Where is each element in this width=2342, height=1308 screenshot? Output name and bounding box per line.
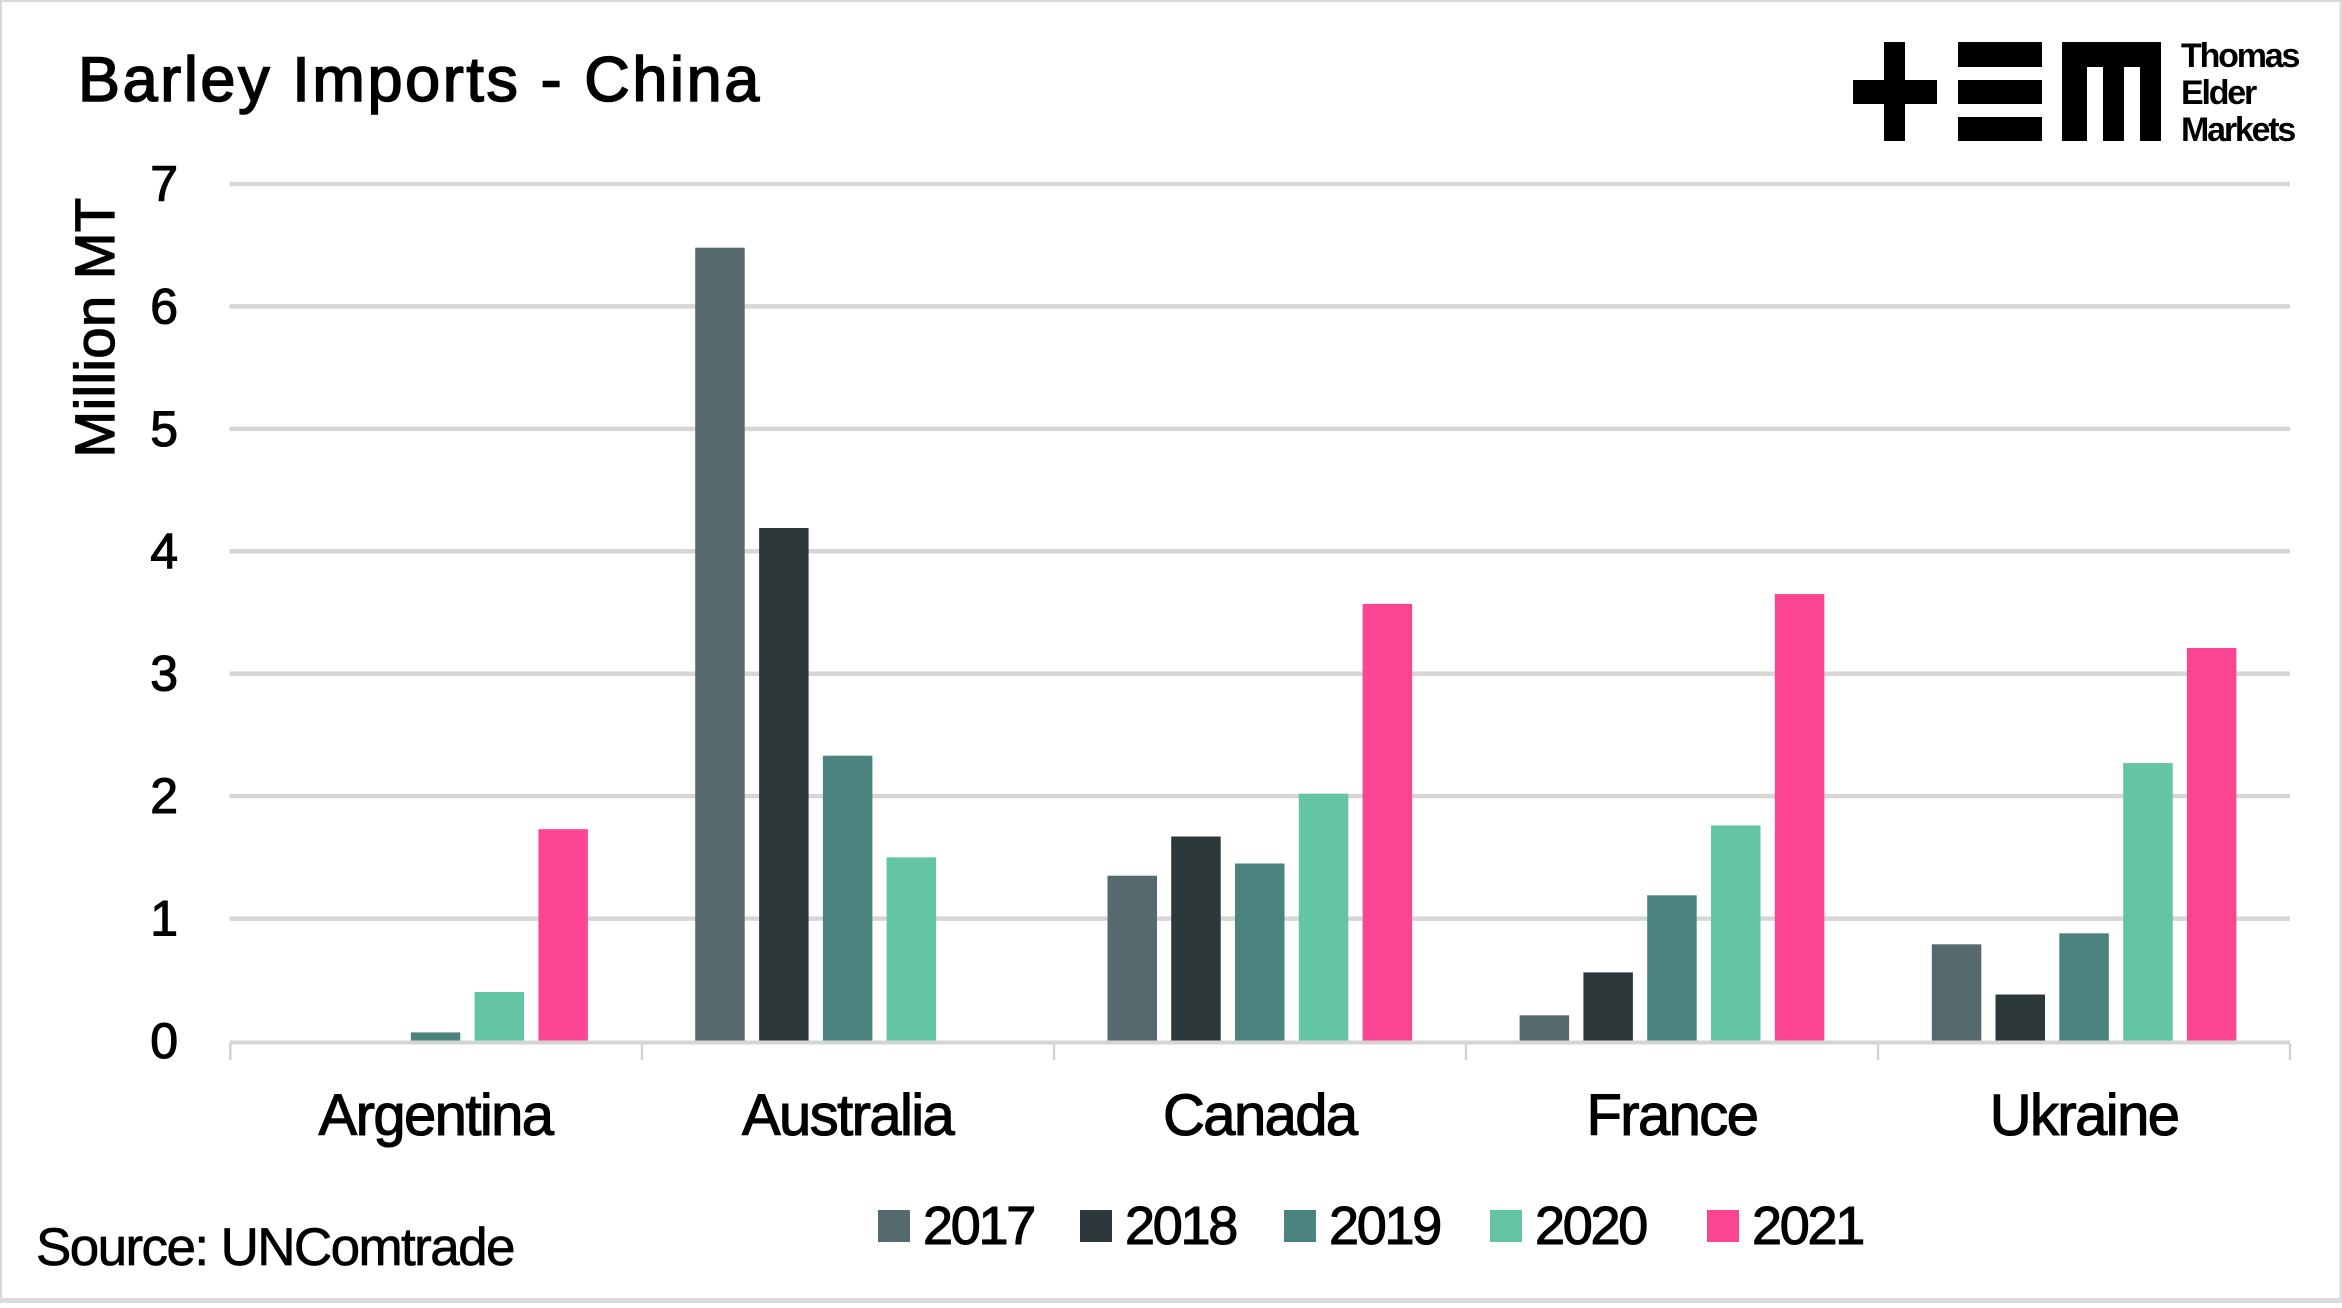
- svg-text:Thomas: Thomas: [2181, 37, 2299, 75]
- svg-text:Elder: Elder: [2181, 74, 2257, 112]
- svg-text:Barley Imports - China: Barley Imports - China: [78, 45, 762, 115]
- svg-text:Million MT: Million MT: [63, 197, 126, 457]
- svg-text:2017: 2017: [923, 1196, 1034, 1256]
- svg-text:Markets: Markets: [2181, 111, 2295, 149]
- svg-text:2021: 2021: [1752, 1196, 1863, 1256]
- svg-text:2: 2: [150, 768, 178, 824]
- svg-text:7: 7: [150, 156, 178, 212]
- svg-text:3: 3: [150, 646, 178, 702]
- svg-text:Canada: Canada: [1163, 1083, 1359, 1148]
- svg-text:4: 4: [150, 523, 178, 579]
- svg-text:0: 0: [150, 1013, 178, 1069]
- svg-text:Source: UNComtrade: Source: UNComtrade: [36, 1218, 514, 1277]
- svg-text:France: France: [1586, 1083, 1757, 1148]
- svg-text:1: 1: [150, 891, 178, 947]
- svg-text:2020: 2020: [1535, 1196, 1646, 1256]
- svg-text:Argentina: Argentina: [319, 1083, 555, 1148]
- svg-text:Ukraine: Ukraine: [1990, 1083, 2179, 1148]
- svg-text:6: 6: [150, 278, 178, 334]
- svg-text:Australia: Australia: [742, 1083, 956, 1148]
- svg-text:5: 5: [150, 401, 178, 457]
- svg-text:2019: 2019: [1329, 1196, 1440, 1256]
- svg-text:2018: 2018: [1125, 1196, 1236, 1256]
